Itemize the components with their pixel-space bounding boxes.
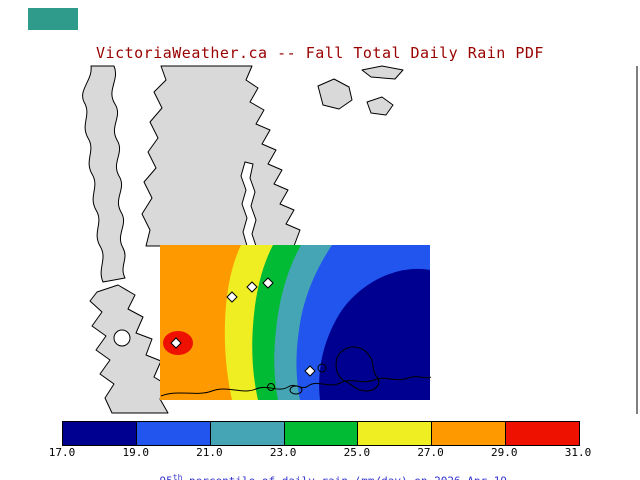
colorbar-segment [136, 422, 211, 445]
caption-ordinal-suffix: th [172, 473, 183, 480]
coastline-south-shore [160, 376, 432, 397]
island-north-2 [366, 96, 394, 116]
colorbar-segment [506, 422, 580, 445]
colorbar [62, 421, 580, 446]
caption: 95th percentile of daily rain (mm/day) o… [0, 460, 640, 480]
coastline-west-strip [82, 65, 126, 283]
colorbar-segment [358, 422, 433, 445]
corner-color-swatch [28, 8, 78, 30]
page-title: VictoriaWeather.ca -- Fall Total Daily R… [96, 44, 544, 62]
contour-field [160, 245, 430, 400]
colorbar-tick-label: 23.0 [269, 446, 297, 459]
basin-lake [113, 329, 131, 347]
island-north-1 [317, 78, 353, 110]
colorbar-segment [284, 422, 359, 445]
island-outline-small-2 [289, 385, 303, 395]
contour-band-orange [160, 245, 241, 400]
island-north-3 [361, 65, 404, 80]
island-outline-small-3 [267, 383, 275, 391]
island-outline-small-1 [317, 363, 327, 373]
colorbar-tick-label: 25.0 [343, 446, 371, 459]
inlet-channel [240, 161, 257, 247]
colorbar-tick-label: 17.0 [48, 446, 76, 459]
colorbar-tick-label: 29.0 [491, 446, 518, 459]
station-markers-group [170, 277, 316, 377]
colorbar-tick-label: 27.0 [417, 446, 444, 459]
colorbar-tick-label: 31.0 [564, 446, 592, 459]
colorbar-segment [432, 422, 507, 445]
colorbar-tick-label: 19.0 [122, 446, 149, 459]
coastline-southwest-landmass [89, 284, 169, 414]
station-diamond-icon [304, 365, 316, 377]
colorbar-segment [63, 422, 137, 445]
landmass-group [82, 65, 404, 414]
water-inlets-group [113, 161, 257, 347]
colorbar-tick-labels: 17.0 19.0 21.0 23.0 25.0 27.0 29.0 31.0 [49, 446, 592, 459]
colorbar-segment [210, 422, 285, 445]
coast-overlay-group [160, 346, 432, 397]
station-diamond-icon [246, 281, 258, 293]
contour-band-navy [319, 268, 430, 400]
caption-text: percentile of daily rain (mm/day) on 202… [182, 475, 507, 480]
station-diamond-icon [262, 277, 274, 289]
caption-number: 95 [160, 475, 173, 480]
island-outline-large [335, 346, 380, 392]
station-diamond-icon [170, 337, 182, 349]
station-diamond-icon [226, 291, 238, 303]
colorbar-tick-label: 21.0 [196, 446, 223, 459]
coastline-central-landmass [141, 65, 301, 247]
